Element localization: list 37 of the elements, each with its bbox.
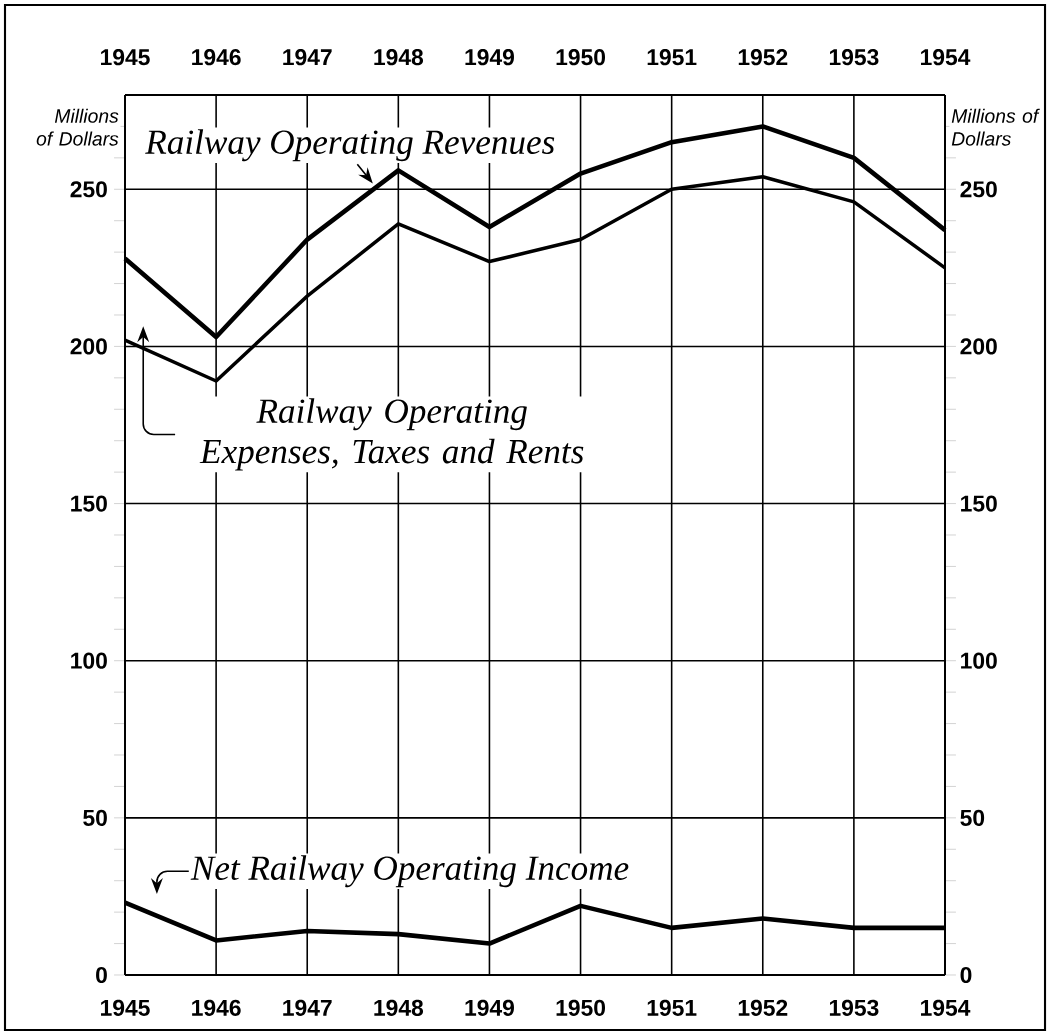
x2-tick-label: 1949 [465, 49, 514, 66]
x-tick-label: 1949 [465, 999, 514, 1016]
x2-tick-label: 1952 [738, 49, 788, 66]
y-axis-title: Millions of Dollars [36, 108, 119, 146]
y2-tick-label: 0 [960, 966, 972, 984]
y-tick-label: 0 [96, 966, 107, 984]
y-tick-label: 200 [70, 338, 107, 355]
x-tick-label: 1954 [921, 999, 971, 1016]
x-tick-label: 1951 [647, 999, 697, 1016]
x-tick-label: 1946 [192, 999, 241, 1016]
x2-tick-label: 1950 [556, 49, 606, 66]
y2-axis-title: Millions of Dollars [951, 108, 1040, 146]
x2-tick-label: 1947 [283, 49, 332, 66]
y2-tick-label: 50 [960, 809, 985, 826]
y-tick-label: 50 [83, 809, 107, 826]
x-tick-label: 1945 [101, 999, 150, 1016]
y-tick-label: 250 [70, 181, 107, 198]
x2-tick-label: 1945 [101, 49, 150, 66]
legend-label: Net Railway Operating Income [190, 855, 629, 888]
x2-tick-label: 1953 [829, 49, 879, 66]
y2-tick-label: 200 [960, 338, 997, 355]
x-tick-label: 1947 [283, 999, 332, 1016]
x2-tick-label: 1946 [192, 49, 241, 66]
x2-tick-label: 1954 [921, 49, 971, 66]
x-tick-label: 1950 [556, 999, 606, 1016]
y2-tick-label: 100 [961, 652, 997, 669]
y-tick-label: 100 [71, 652, 107, 669]
x-tick-label: 1952 [738, 999, 788, 1016]
x-tick-label: 1953 [829, 999, 879, 1016]
y2-tick-label: 150 [961, 495, 997, 512]
y-tick-label: 150 [71, 495, 107, 512]
x-tick-label: 1948 [374, 999, 424, 1016]
x2-tick-label: 1948 [374, 49, 424, 66]
series-label: Railway Operating Expenses, Taxes and Rents [199, 398, 584, 471]
x2-tick-label: 1951 [647, 49, 697, 66]
y2-tick-label: 250 [960, 181, 997, 198]
series-label: Railway Operating Revenues [145, 129, 555, 162]
